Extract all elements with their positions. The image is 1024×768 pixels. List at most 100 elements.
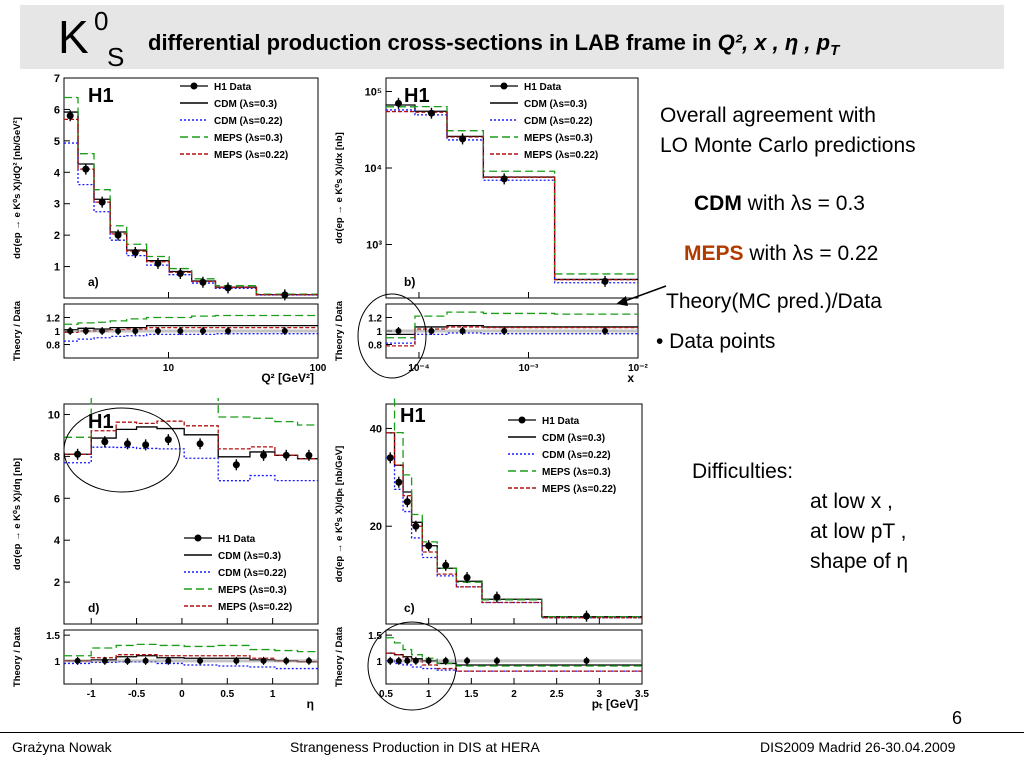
legend-marker-data (190, 82, 198, 90)
difficulty-low-pt: at low pT , (810, 520, 907, 543)
highlight-ellipse (63, 407, 181, 493)
main-plot-frame (63, 403, 319, 625)
data-point (305, 451, 313, 459)
ratio-histogram-meps03 (386, 637, 642, 667)
ratio-data-point (124, 657, 131, 664)
theory-histogram-meps022 (386, 110, 638, 281)
legend-label-meps03: MEPS (λs=0.3) (524, 133, 593, 144)
x-axis-label: pₜ [GeV] (592, 697, 638, 711)
page-title: differential production cross-sections i… (148, 30, 839, 59)
data-point (66, 112, 74, 120)
page-number: 6 (952, 708, 963, 728)
legend-label-cdm022: CDM (λs=0.22) (214, 116, 283, 127)
x-tick-label: -0.5 (128, 689, 146, 700)
ratio-plot-frame (385, 629, 643, 685)
x-tick-label: 3 (597, 689, 603, 700)
x-axis-label: η (307, 697, 314, 711)
panel-label: b) (404, 275, 415, 289)
ratio-data-point (74, 657, 81, 664)
title-main: differential production cross-sections i… (148, 30, 718, 55)
footer-talk-title: Strangeness Production in DIS at HERA (290, 739, 540, 755)
ratio-histogram-meps022 (386, 326, 638, 347)
data-point (282, 451, 290, 459)
legend-label-cdm03: CDM (λs=0.3) (214, 99, 277, 110)
data-point (601, 277, 609, 285)
panel-label: d) (88, 601, 99, 615)
chart-panel-pt: dσ(ep → e K⁰s X)/dpₜ [nb/GeV] Theory / Da… (330, 398, 652, 724)
ratio-data-point (395, 328, 402, 334)
legend-label-cdm022: CDM (λs=0.22) (524, 116, 593, 127)
ratio-data-point (387, 657, 394, 664)
agreement-line-1: Overall agreement with (660, 104, 876, 127)
ratio-data-point (165, 657, 172, 664)
chart-panel-q2: dσ(ep → e K⁰s X)/dQ² [nb/GeV²] Theory / D… (8, 72, 326, 394)
data-point (386, 454, 394, 462)
title-subscript: S (107, 42, 125, 72)
chart-panel-x: dσ(ep → e K⁰s X)/dx [nb] Theory / Data 10³… (330, 72, 652, 394)
legend-label-meps022: MEPS (λs=0.22) (218, 602, 292, 613)
legend-label-data: H1 Data (524, 82, 562, 93)
ratio-data-point (199, 328, 206, 334)
data-point (395, 478, 403, 486)
y-tick-label: 2 (54, 230, 60, 242)
y-axis-label: dσ(ep → e K⁰s X)/dpₜ [nb/GeV] (334, 446, 345, 583)
ratio-y-tick-label: 1 (54, 327, 60, 338)
ratio-histogram-meps03 (64, 643, 318, 657)
ratio-data-point (67, 328, 74, 334)
cdm-text: with λs = 0.3 (747, 192, 865, 215)
ratio-histogram-meps022 (386, 652, 642, 672)
difficulty-eta-shape: shape of η (810, 550, 909, 573)
panel-label: a) (88, 275, 99, 289)
ratio-data-point (281, 328, 288, 334)
theory-histogram-cdm022 (64, 446, 318, 482)
ratio-y-tick-label: 0.8 (46, 341, 60, 352)
x-tick-label: 10⁻³ (519, 363, 539, 374)
ratio-histogram-meps03 (386, 311, 638, 339)
ratio-note: Theory(MC pred.)/Data (666, 290, 882, 313)
y-axis-label: dσ(ep → e K⁰s X)/dQ² [nb/GeV²] (12, 117, 23, 259)
ratio-data-point (428, 328, 435, 334)
data-point (403, 498, 411, 506)
legend-label-meps022: MEPS (λs=0.22) (214, 150, 288, 161)
data-point (281, 291, 289, 299)
data-point (131, 248, 139, 256)
data-points-note: • Data points (656, 330, 776, 353)
x-tick-label: 2.5 (550, 689, 564, 700)
legend-label-cdm03: CDM (λs=0.3) (218, 551, 281, 562)
ratio-data-point (115, 328, 122, 334)
ratio-histogram-cdm022 (64, 661, 318, 670)
difficulty-low-x: at low x , (810, 490, 893, 513)
theory-histogram-meps03 (393, 398, 642, 618)
ratio-data-point (260, 657, 267, 664)
legend-label-meps022: MEPS (λs=0.22) (524, 150, 598, 161)
h1-label: H1 (404, 85, 430, 107)
y-axis-label: dσ(ep → e K⁰s X)/dη [nb] (12, 458, 23, 570)
ratio-y-tick-label: 1.5 (46, 631, 60, 642)
theory-histogram-meps03 (386, 105, 638, 275)
x-tick-label: 100 (310, 363, 326, 374)
x-tick-label: 10⁻² (628, 363, 648, 374)
cdm-label: CDM (694, 192, 742, 215)
legend-label-cdm03: CDM (λs=0.3) (524, 99, 587, 110)
title-superscript: 0 (94, 6, 109, 36)
ratio-histogram-cdm03 (64, 324, 318, 331)
theory-histogram-meps022 (64, 118, 318, 296)
data-point (500, 175, 508, 183)
y-tick-label: 10 (48, 409, 60, 421)
y-tick-label: 10⁴ (364, 163, 382, 175)
legend-label-data: H1 Data (214, 82, 252, 93)
ratio-data-point (132, 328, 139, 334)
main-plot-frame (63, 77, 319, 299)
theory-histogram-cdm03 (386, 104, 638, 281)
ratio-data-point (177, 328, 184, 334)
ratio-data-point (501, 328, 508, 334)
data-point (427, 109, 435, 117)
meps-note: MEPS with λs = 0.22 (684, 242, 878, 266)
ratio-data-point (395, 657, 402, 664)
data-point (142, 441, 150, 449)
data-point (74, 450, 82, 458)
x-tick-label: 2 (511, 689, 517, 700)
data-point (82, 165, 90, 173)
data-point (199, 278, 207, 286)
legend-marker-data (518, 416, 526, 424)
